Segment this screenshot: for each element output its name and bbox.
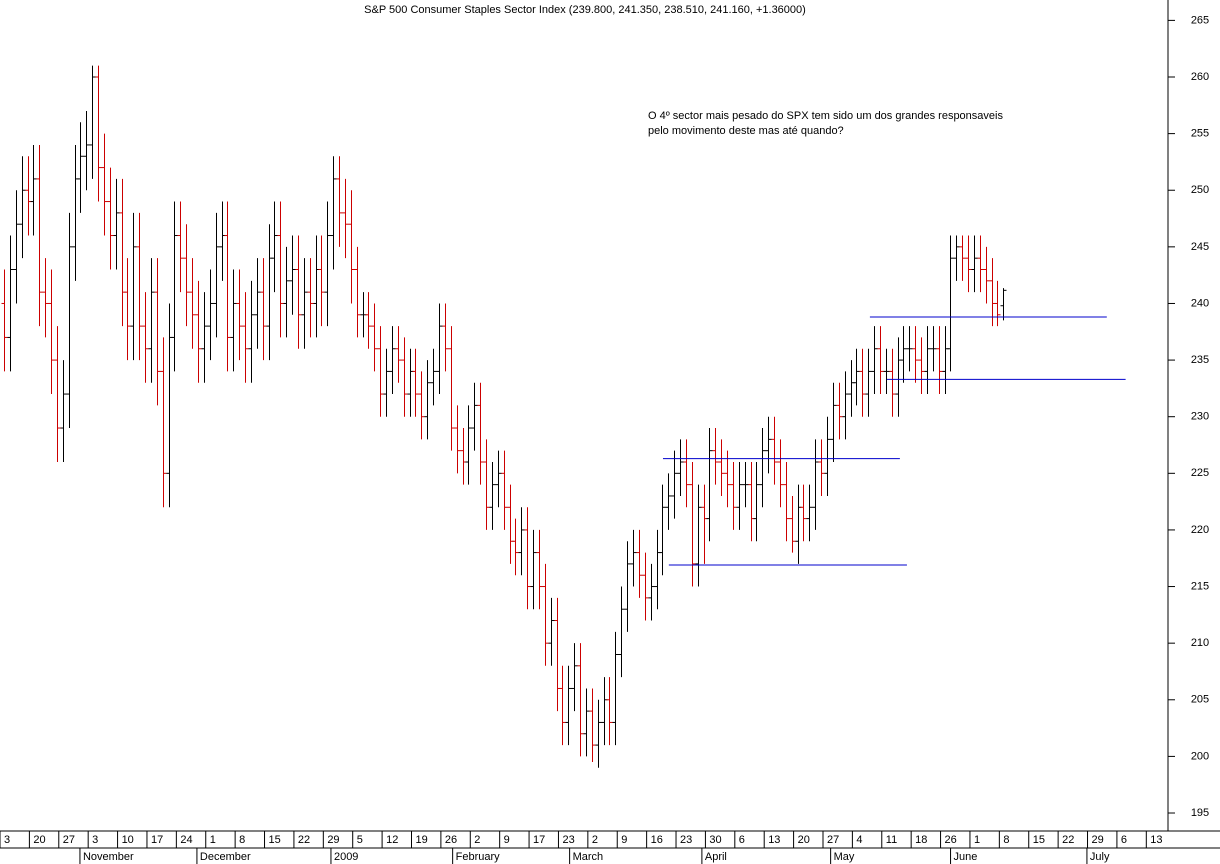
y-tick-label: 225 <box>1191 467 1209 479</box>
x-tick-label: 27 <box>63 834 75 846</box>
month-label: May <box>834 851 855 863</box>
month-label: June <box>954 851 978 863</box>
month-label: July <box>1090 851 1110 863</box>
x-tick-label: 2 <box>592 834 598 846</box>
y-tick-label: 205 <box>1191 694 1209 706</box>
x-tick-label: 30 <box>709 834 721 846</box>
month-label: November <box>83 851 134 863</box>
x-tick-label: 3 <box>92 834 98 846</box>
x-tick-label: 4 <box>856 834 862 846</box>
x-tick-label: 18 <box>915 834 927 846</box>
x-tick-label: 8 <box>1003 834 1009 846</box>
month-label: February <box>456 851 501 863</box>
x-tick-label: 8 <box>239 834 245 846</box>
annotation: pelo movimento deste mas até quando? <box>648 125 844 137</box>
x-tick-label: 6 <box>739 834 745 846</box>
x-tick-label: 20 <box>33 834 45 846</box>
month-label: 2009 <box>334 851 358 863</box>
x-tick-label: 23 <box>562 834 574 846</box>
y-tick-label: 265 <box>1191 14 1209 26</box>
x-tick-label: 15 <box>269 834 281 846</box>
x-tick-label: 29 <box>327 834 339 846</box>
month-label: December <box>200 851 251 863</box>
x-tick-label: 15 <box>1033 834 1045 846</box>
y-tick-label: 255 <box>1191 128 1209 140</box>
month-label: March <box>573 851 604 863</box>
x-tick-label: 19 <box>415 834 427 846</box>
x-tick-label: 17 <box>533 834 545 846</box>
x-tick-label: 1 <box>210 834 216 846</box>
y-tick-label: 215 <box>1191 580 1209 592</box>
x-tick-label: 9 <box>621 834 627 846</box>
x-tick-label: 5 <box>357 834 363 846</box>
x-tick-label: 26 <box>445 834 457 846</box>
x-tick-label: 26 <box>945 834 957 846</box>
x-tick-label: 13 <box>1150 834 1162 846</box>
y-tick-label: 195 <box>1191 807 1209 819</box>
x-tick-label: 27 <box>827 834 839 846</box>
y-tick-label: 260 <box>1191 71 1209 83</box>
x-tick-label: 20 <box>798 834 810 846</box>
y-tick-label: 235 <box>1191 354 1209 366</box>
month-label: April <box>705 851 727 863</box>
y-tick-label: 230 <box>1191 411 1209 423</box>
x-tick-label: 13 <box>768 834 780 846</box>
x-tick-label: 10 <box>122 834 134 846</box>
x-tick-label: 11 <box>886 834 897 846</box>
y-tick-label: 210 <box>1191 637 1209 649</box>
x-tick-label: 16 <box>651 834 663 846</box>
x-tick-label: 23 <box>680 834 692 846</box>
x-tick-label: 29 <box>1092 834 1104 846</box>
x-tick-label: 17 <box>151 834 163 846</box>
x-tick-label: 6 <box>1121 834 1127 846</box>
chart-title: S&P 500 Consumer Staples Sector Index (2… <box>364 4 806 16</box>
x-tick-label: 2 <box>474 834 480 846</box>
x-tick-label: 22 <box>1062 834 1074 846</box>
y-tick-label: 220 <box>1191 524 1209 536</box>
x-tick-label: 9 <box>504 834 510 846</box>
x-tick-label: 12 <box>386 834 398 846</box>
annotation: O 4º sector mais pesado do SPX tem sido … <box>648 110 1003 122</box>
x-tick-label: 24 <box>180 834 192 846</box>
y-tick-label: 200 <box>1191 750 1209 762</box>
y-tick-label: 250 <box>1191 184 1209 196</box>
x-tick-label: 22 <box>298 834 310 846</box>
y-tick-label: 240 <box>1191 297 1209 309</box>
y-tick-label: 245 <box>1191 241 1209 253</box>
x-tick-label: 1 <box>974 834 980 846</box>
x-tick-label: 3 <box>4 834 10 846</box>
